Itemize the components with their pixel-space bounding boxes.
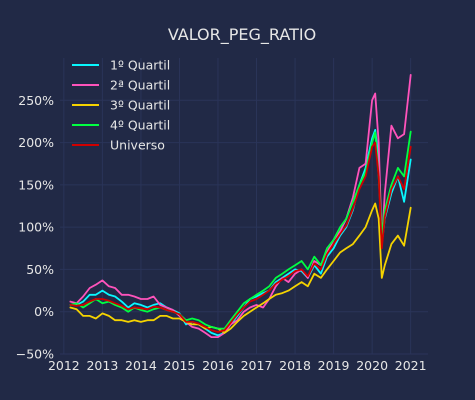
x-tick-label: 2019 (318, 358, 350, 373)
y-tick-label: 150% (18, 177, 54, 192)
legend-item: 4º Quartil (72, 118, 170, 133)
chart-title: VALOR_PEG_RATIO (168, 25, 316, 45)
series-lines (69, 74, 412, 339)
y-tick-label: 200% (18, 135, 54, 150)
legend-label: 1º Quartil (110, 58, 170, 73)
x-tick-label: 2015 (164, 358, 196, 373)
y-tick-label: 50% (26, 262, 54, 277)
legend-item: 2ª Quartil (72, 78, 170, 93)
x-axis: 2012 2013 2014 2015 2016 2017 2018 2019 2020 2021 (48, 358, 427, 373)
x-tick-label: 2017 (241, 358, 273, 373)
legend-item: 1º Quartil (72, 58, 170, 73)
y-tick-label: 100% (18, 220, 54, 235)
series-line-2 (69, 74, 412, 339)
x-tick-label: 2018 (279, 358, 311, 373)
y-tick-label: 0% (34, 304, 54, 319)
series-line-3 (69, 202, 412, 334)
y-tick-label: −50% (16, 347, 54, 362)
legend-label: 3º Quartil (110, 98, 170, 113)
x-tick-label: 2014 (125, 358, 157, 373)
legend-label: Universo (110, 138, 165, 153)
series-line-5 (69, 141, 412, 333)
y-axis: −50% 0% 50% 100% 150% 200% 250% (16, 93, 54, 362)
y-tick-label: 250% (18, 93, 54, 108)
legend-label: 2ª Quartil (110, 78, 170, 93)
x-tick-label: 2013 (86, 358, 118, 373)
legend-label: 4º Quartil (110, 118, 170, 133)
x-tick-label: 2020 (356, 358, 388, 373)
grid (60, 58, 428, 355)
legend-item: 3º Quartil (72, 98, 170, 113)
legend-item: Universo (72, 138, 165, 153)
series-line-4 (69, 130, 412, 330)
x-tick-label: 2016 (202, 358, 234, 373)
x-tick-label: 2021 (395, 358, 427, 373)
legend: 1º Quartil 2ª Quartil 3º Quartil 4º Quartil… (72, 58, 170, 153)
series-line-1 (69, 128, 412, 337)
x-tick-label: 2012 (48, 358, 80, 373)
